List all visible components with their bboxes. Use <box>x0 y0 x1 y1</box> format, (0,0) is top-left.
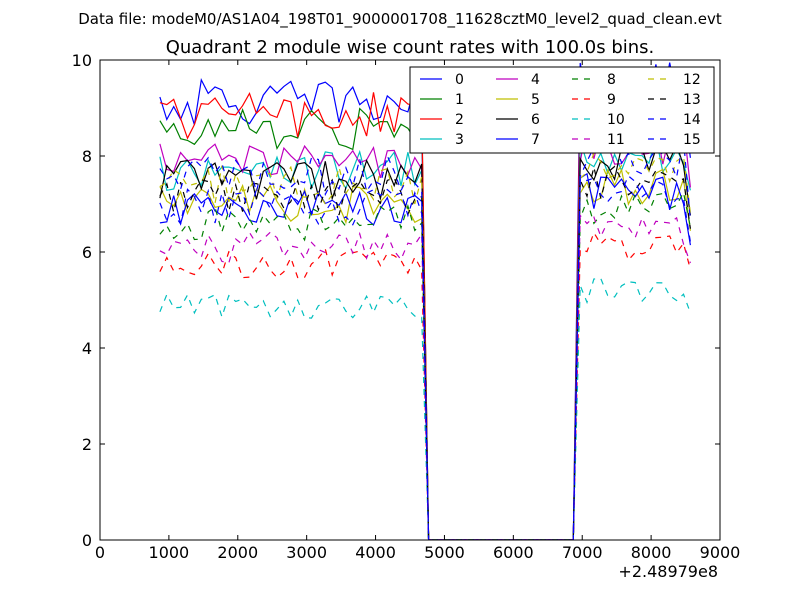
plot-frame <box>99 59 721 541</box>
x-tick-label: 8000 <box>631 543 672 562</box>
y-tick-label: 8 <box>82 147 92 166</box>
x-tick-label: 4000 <box>355 543 396 562</box>
series-line-15 <box>159 138 691 540</box>
legend-label-13: 13 <box>683 92 701 108</box>
x-tick-label: 3000 <box>286 543 327 562</box>
series-line-14 <box>159 175 691 540</box>
legend-label-11: 11 <box>607 132 625 148</box>
x-tick-label: 0 <box>95 543 105 562</box>
legend-label-10: 10 <box>607 112 625 128</box>
legend-label-3: 3 <box>455 132 464 148</box>
y-tick-label: 6 <box>82 243 92 262</box>
chart-title: Quadrant 2 module wise count rates with … <box>166 37 655 58</box>
series-layer <box>159 62 691 540</box>
x-tick-label: 1000 <box>149 543 190 562</box>
legend-label-7: 7 <box>531 132 540 148</box>
x-tick-label: 5000 <box>424 543 465 562</box>
legend-label-12: 12 <box>683 72 701 88</box>
y-tick-label: 4 <box>82 339 92 358</box>
legend-label-9: 9 <box>607 92 616 108</box>
x-tick-label: 9000 <box>700 543 741 562</box>
x-tick-label: 6000 <box>493 543 534 562</box>
legend-label-4: 4 <box>531 72 540 88</box>
legend-label-15: 15 <box>683 132 701 148</box>
data-file-suptitle: Data file: modeM0/AS1A04_198T01_90000017… <box>78 10 722 29</box>
legend-label-8: 8 <box>607 72 616 88</box>
x-offset-label: +2.48979e8 <box>618 562 718 581</box>
x-tick-label: 7000 <box>562 543 603 562</box>
legend-label-14: 14 <box>683 112 701 128</box>
y-tick-label: 10 <box>72 51 92 70</box>
legend-label-0: 0 <box>455 72 464 88</box>
x-tick-label: 2000 <box>217 543 258 562</box>
y-tick-label: 2 <box>82 435 92 454</box>
axis-layer: 0 1000 2000 3000 4000 5000 6000 7000 8000 9000 0 2 4… <box>72 51 741 562</box>
legend-label-1: 1 <box>455 92 464 108</box>
y-tick-label: 0 <box>82 531 92 550</box>
legend-label-2: 2 <box>455 112 464 128</box>
legend-label-5: 5 <box>531 92 540 108</box>
legend-label-6: 6 <box>531 112 540 128</box>
series-line-10 <box>159 277 691 540</box>
